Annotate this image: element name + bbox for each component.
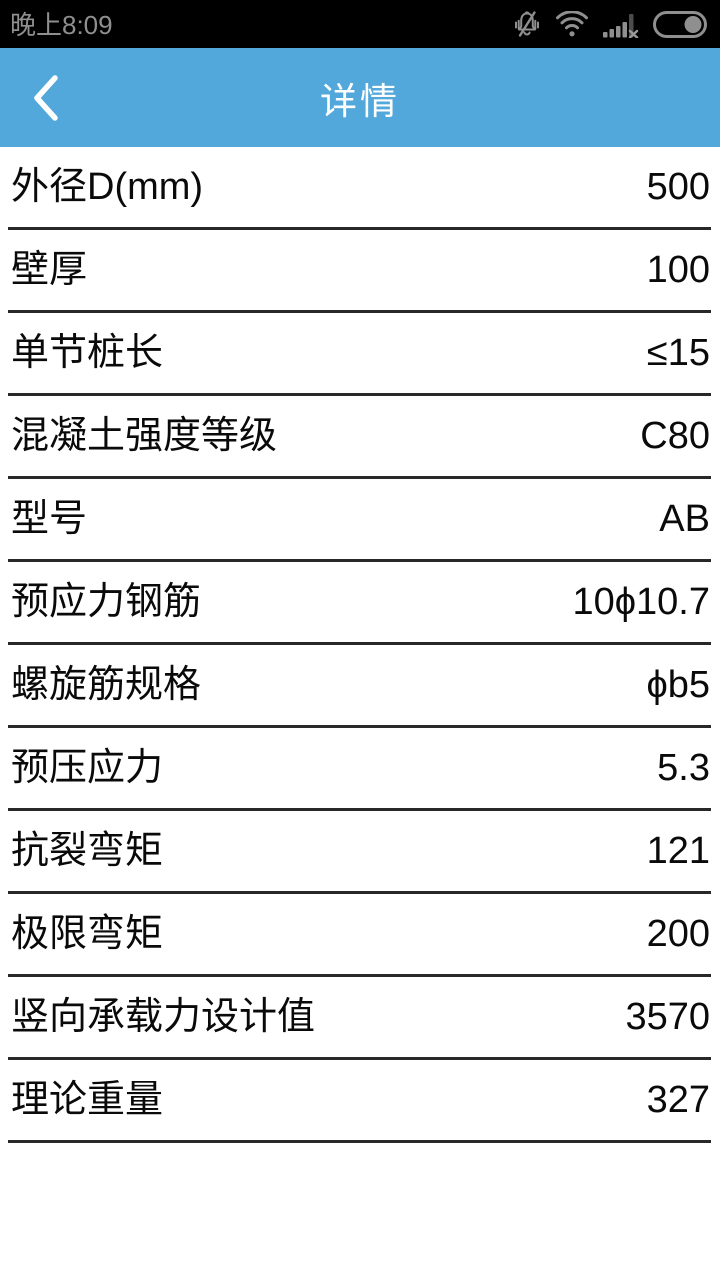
detail-label: 螺旋筋规格	[11, 664, 202, 706]
detail-row: 壁厚 100	[8, 230, 711, 313]
detail-label: 壁厚	[11, 249, 88, 291]
detail-value: ϕb5	[646, 664, 710, 706]
detail-label: 理论重量	[11, 1079, 164, 1121]
detail-row: 螺旋筋规格 ϕb5	[8, 645, 711, 728]
status-time: 晚上8:09	[10, 10, 113, 40]
details-list: 外径D(mm) 500 壁厚 100 单节桩长 ≤15 混凝土强度等级 C80 …	[0, 147, 720, 1143]
detail-label: 外径D(mm)	[11, 166, 204, 208]
back-button[interactable]	[0, 48, 92, 147]
detail-label: 竖向承载力设计值	[11, 996, 316, 1038]
detail-value: 100	[646, 249, 710, 291]
detail-value: AB	[659, 498, 710, 540]
detail-label: 预应力钢筋	[11, 581, 202, 623]
page-title: 详情	[320, 80, 400, 122]
detail-value: 5.3	[657, 747, 710, 789]
app-header: 详情	[0, 48, 720, 147]
battery-icon	[653, 10, 707, 38]
detail-value: 10ϕ10.7	[572, 581, 710, 623]
status-icons	[513, 8, 707, 40]
detail-value: 3570	[625, 996, 710, 1038]
detail-value: 327	[646, 1079, 710, 1121]
detail-row: 混凝土强度等级 C80	[8, 396, 711, 479]
detail-row: 预应力钢筋 10ϕ10.7	[8, 562, 711, 645]
wifi-icon	[556, 10, 588, 36]
detail-value: 121	[646, 830, 710, 872]
detail-value: ≤15	[646, 332, 710, 374]
detail-row: 竖向承载力设计值 3570	[8, 977, 711, 1060]
detail-label: 单节桩长	[11, 332, 164, 374]
detail-label: 型号	[11, 498, 88, 540]
detail-row: 理论重量 327	[8, 1060, 711, 1143]
detail-label: 极限弯矩	[11, 913, 164, 955]
detail-row: 型号 AB	[8, 479, 711, 562]
detail-value: 500	[646, 166, 710, 208]
detail-value: 200	[646, 913, 710, 955]
detail-row: 外径D(mm) 500	[8, 147, 711, 230]
mute-icon	[515, 11, 539, 37]
status-bar: 晚上8:09	[0, 0, 720, 48]
detail-value: C80	[640, 415, 710, 457]
detail-label: 抗裂弯矩	[11, 830, 164, 872]
detail-row: 单节桩长 ≤15	[8, 313, 711, 396]
detail-label: 混凝土强度等级	[11, 415, 278, 457]
detail-label: 预压应力	[11, 747, 164, 789]
detail-row: 极限弯矩 200	[8, 894, 711, 977]
detail-row: 预压应力 5.3	[8, 728, 711, 811]
chevron-left-icon	[34, 74, 58, 121]
signal-no-service-icon	[603, 13, 639, 38]
detail-row: 抗裂弯矩 121	[8, 811, 711, 894]
